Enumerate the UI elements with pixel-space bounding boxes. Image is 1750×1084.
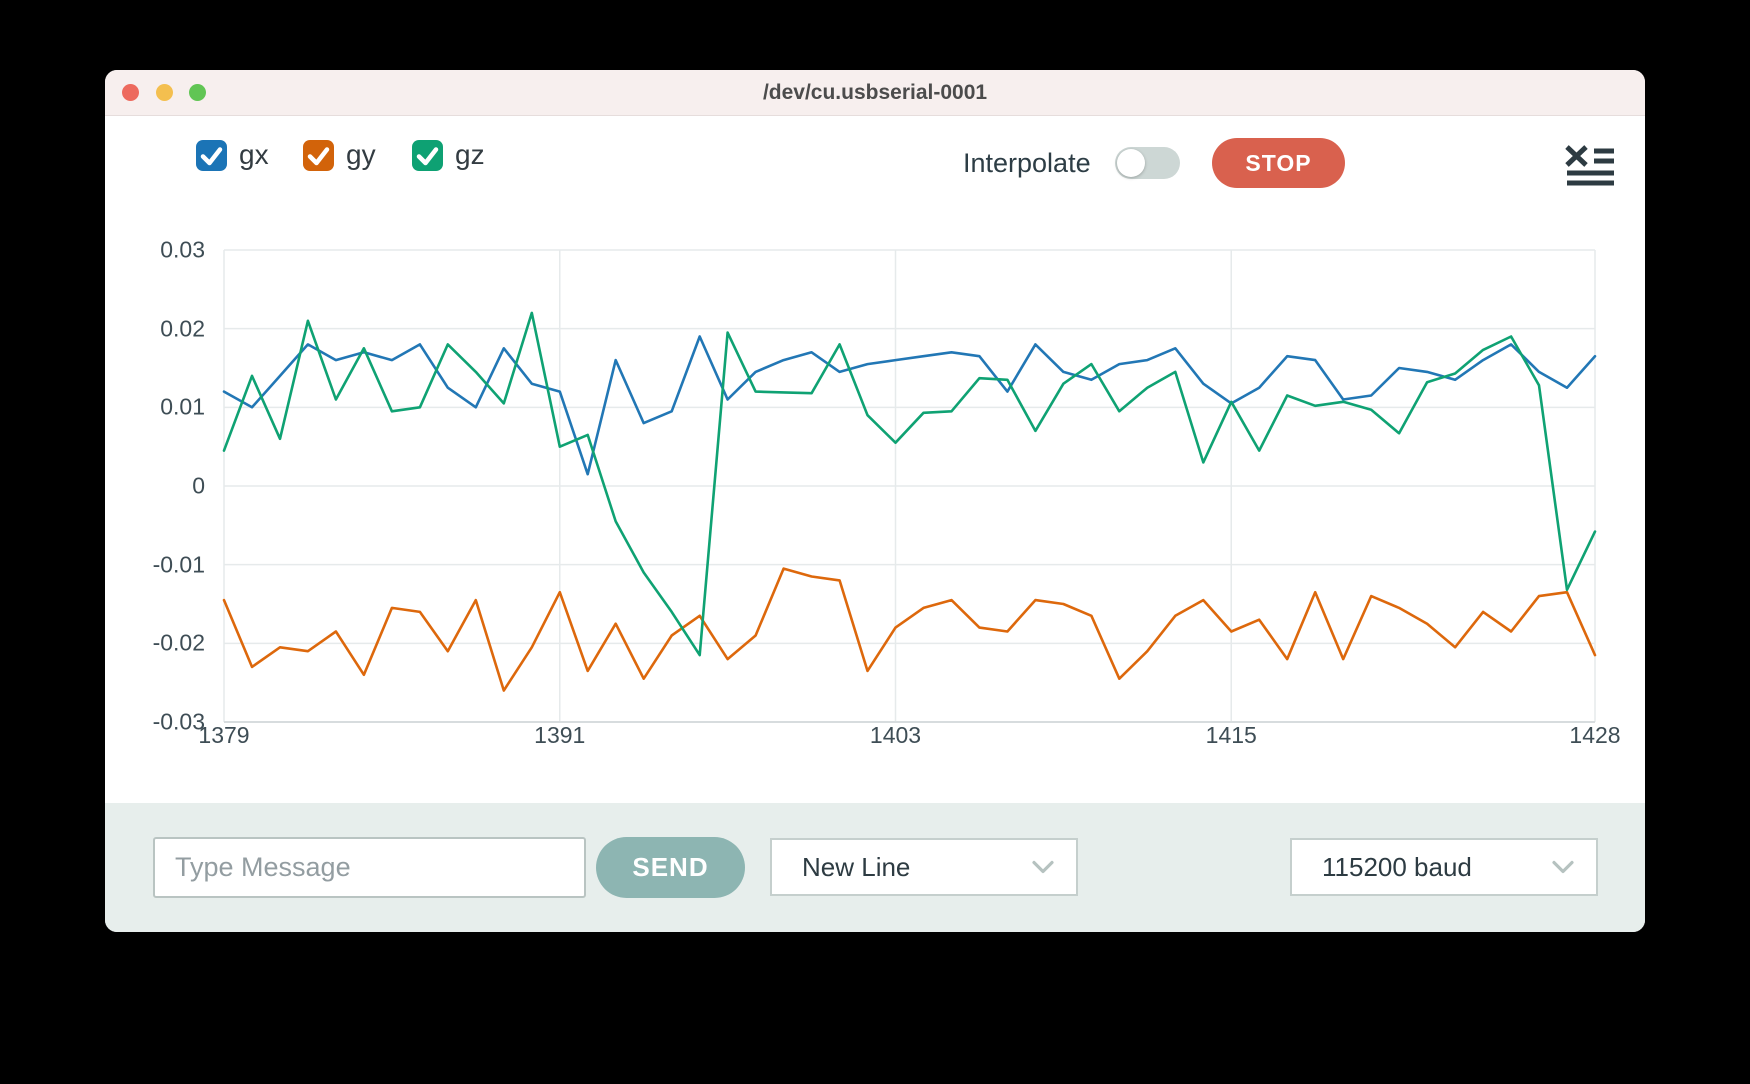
x-tick-label: 1415 <box>1205 722 1257 748</box>
app-window: /dev/cu.usbserial-0001 gx gy gz Interpol… <box>105 70 1645 932</box>
check-icon <box>307 146 330 165</box>
stop-button[interactable]: STOP <box>1212 138 1345 188</box>
series-line-gz <box>222 311 1597 657</box>
check-icon <box>416 146 439 165</box>
minimize-window-button[interactable] <box>156 84 173 101</box>
chevron-down-icon <box>1032 860 1054 874</box>
x-tick-label: 1428 <box>1569 722 1621 748</box>
y-axis-labels: 0.03 0.02 0.01 0 -0.01 -0.02 -0.03 <box>105 237 209 735</box>
message-input[interactable] <box>153 837 586 898</box>
x-tick-label: 1391 <box>534 722 586 748</box>
line-chart <box>222 249 1597 723</box>
x-axis-labels: 1379 1391 1403 1415 1428 <box>198 722 1620 752</box>
legend-item-gx: gx <box>196 139 269 171</box>
bottom-bar: SEND New Line 115200 baud <box>105 803 1645 932</box>
y-tick-label: 0.01 <box>160 393 205 420</box>
legend-label-gx: gx <box>239 139 269 170</box>
series-line-gy <box>222 567 1597 692</box>
chart-area <box>222 249 1597 723</box>
close-window-button[interactable] <box>122 84 139 101</box>
x-tick-label: 1403 <box>869 722 922 748</box>
gy-checkbox[interactable] <box>303 139 334 171</box>
title-bar: /dev/cu.usbserial-0001 <box>105 70 1645 116</box>
window-title: /dev/cu.usbserial-0001 <box>762 80 988 104</box>
zoom-window-button[interactable] <box>189 84 206 101</box>
y-tick-label: -0.02 <box>152 629 205 656</box>
interpolate-label: Interpolate <box>963 148 1091 178</box>
baud-rate-value: 115200 baud <box>1322 851 1472 882</box>
gz-checkbox[interactable] <box>412 139 443 171</box>
send-button[interactable]: SEND <box>596 837 745 898</box>
legend-item-gz: gz <box>412 139 485 171</box>
gx-checkbox[interactable] <box>196 139 227 171</box>
series-line-gx <box>222 335 1597 476</box>
y-tick-label: 0.02 <box>160 315 205 342</box>
y-tick-label: 0.03 <box>160 236 205 263</box>
chevron-down-icon <box>1552 860 1574 874</box>
legend-label-gy: gy <box>346 139 376 170</box>
interpolate-toggle[interactable] <box>1115 147 1180 179</box>
clear-log-icon[interactable] <box>1564 144 1616 186</box>
legend-label-gz: gz <box>455 139 485 170</box>
x-tick-label: 1379 <box>198 722 250 748</box>
line-ending-select[interactable]: New Line <box>770 838 1078 896</box>
check-icon <box>200 146 223 165</box>
baud-rate-select[interactable]: 115200 baud <box>1290 838 1598 896</box>
toggle-knob <box>1117 149 1145 177</box>
y-tick-label: -0.01 <box>152 551 205 578</box>
y-tick-label: 0 <box>192 472 205 499</box>
y-tick-label: -0.03 <box>152 708 205 735</box>
legend-item-gy: gy <box>303 139 376 171</box>
line-ending-value: New Line <box>802 851 911 882</box>
